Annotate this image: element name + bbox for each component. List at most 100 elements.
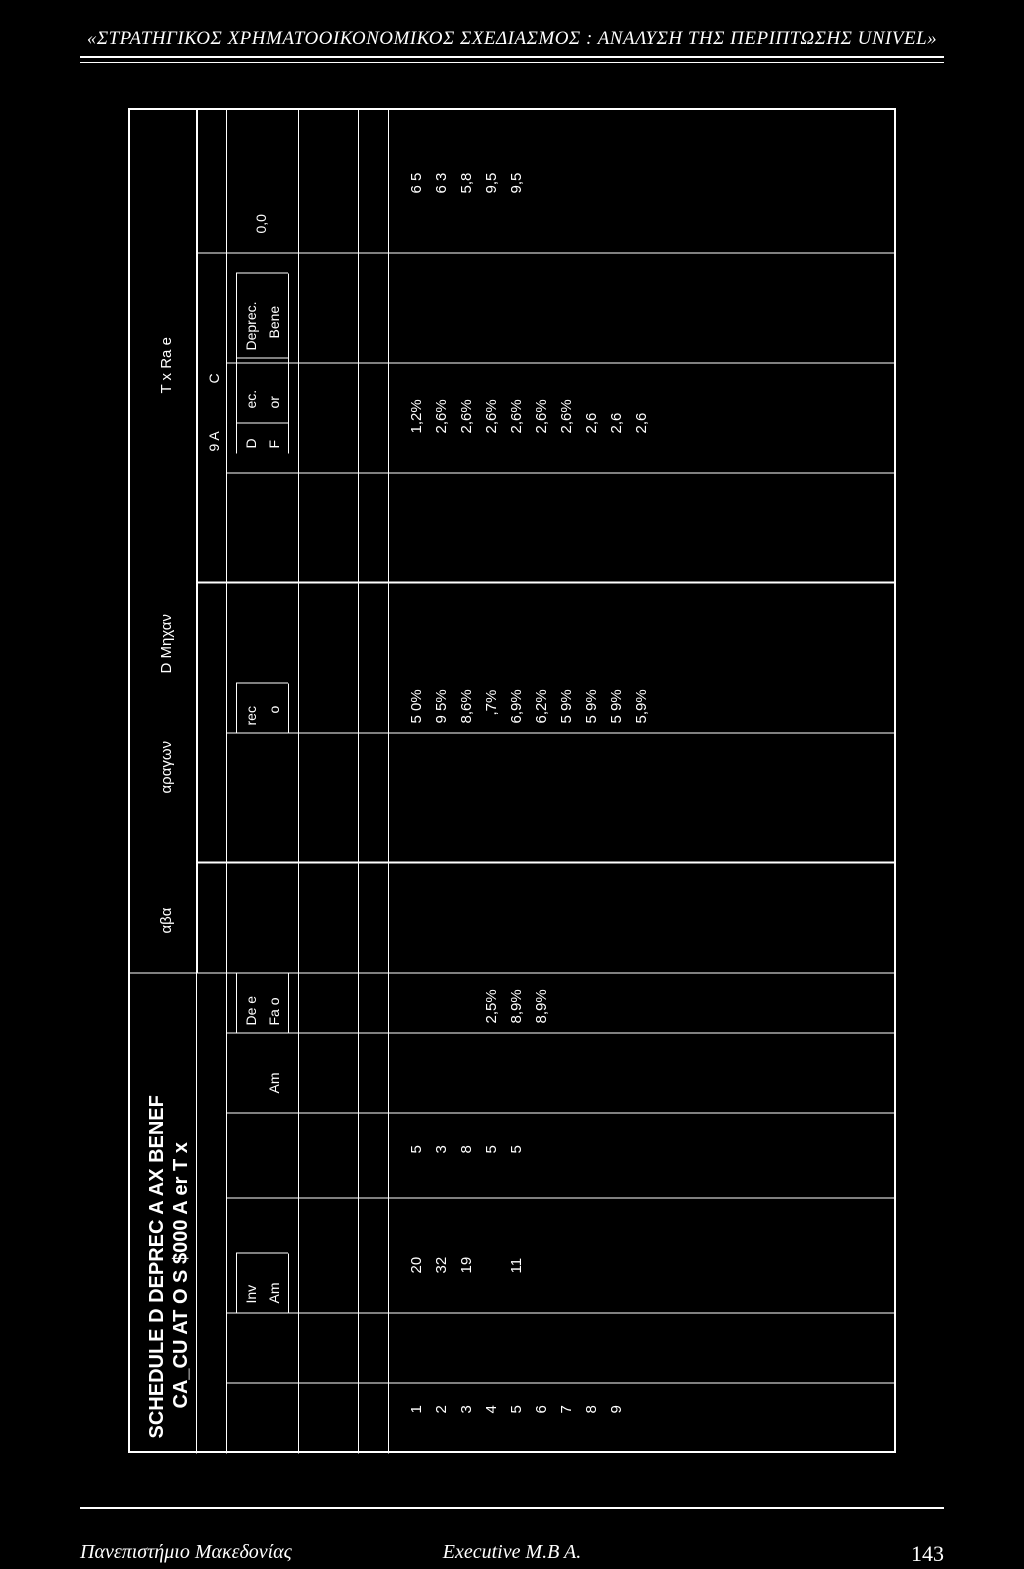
row-n-9: 9 [608,1405,625,1413]
head-f: F [266,439,282,448]
colD-2: 9 5% [433,689,450,723]
row-n-1: 1 [408,1405,425,1413]
table-container: SCHEDULE D DEPREC A AX BENEF CA_CU AT O … [128,108,896,1453]
colC-4: 2,5% [483,989,500,1023]
colE-9: 2,6 [608,412,625,433]
rule-v10 [226,362,896,363]
colD-3: 8,6% [458,689,475,723]
rule-v2 [226,1197,896,1198]
box-inv-t [236,1253,237,1313]
box-rec-b [288,683,289,733]
head-ec: ec. [243,389,259,408]
head-rec: rec [243,706,259,725]
colF-1: 6 5 [408,172,425,193]
colB-4: 5 [483,1145,500,1153]
box-rec-r [236,682,288,683]
colD-1: 5 0% [408,689,425,723]
rule-v0 [226,1382,896,1383]
rule-h3 [298,108,299,1453]
rule-v9 [226,472,896,473]
colA-3: 19 [458,1256,475,1273]
rule-v5 [128,972,896,973]
head-zero: 0,0 [253,214,269,233]
row-n-3: 3 [458,1405,475,1413]
colE-8: 2,6 [583,412,600,433]
rule-h5 [388,108,389,1453]
colD-6: 6,2% [533,689,550,723]
colD-5: 6,9% [508,689,525,723]
head-inv: Inv [243,1284,259,1303]
box-rec-t [236,683,237,733]
head-inv-am: Am [266,1282,282,1303]
label-txrae: T x Ra e [158,337,175,393]
colD-4: ,7% [483,689,500,715]
colB-1: 5 [408,1145,425,1153]
colB-5: 5 [508,1145,525,1153]
head-deprec: Deprec. [243,301,259,350]
head-9a: 9 A [206,431,222,451]
colE-1: 1,2% [408,399,425,433]
schedule-title-1: SCHEDULE D DEPREC A AX BENEF [146,1095,169,1438]
colA-1: 20 [408,1256,425,1273]
box-9a-v1 [236,422,288,423]
head-am: Am [266,1072,282,1093]
colA-2: 32 [433,1256,450,1273]
colE-7: 2,6% [558,399,575,433]
header-rule-1 [80,56,944,58]
box-dee-b [288,973,289,1033]
rule-v11 [196,252,896,253]
box-9a-b [288,273,289,453]
label-aragon: αραγων [158,740,175,793]
colE-2: 2,6% [433,399,450,433]
row-n-4: 4 [483,1405,500,1413]
rule-h4 [358,108,359,1453]
page-header: «ΣΤΡΑΤΗΓΙΚΟΣ ΧΡΗΜΑΤΟΟΙΚΟΝΟΜΙΚΟΣ ΣΧΕΔΙΑΣΜ… [0,28,1024,50]
colE-4: 2,6% [483,399,500,433]
header-rule-2 [80,62,944,63]
colF-4: 9,5 [483,172,500,193]
head-c: C [206,373,222,383]
rule-v6 [196,861,896,863]
head-fao: Fa o [266,997,282,1025]
box-9a-v2 [236,357,288,358]
schedule-title-2: CA_CU AT O S $000 A er T x [170,1142,193,1408]
colB-3: 8 [458,1145,475,1153]
rule-v8 [196,581,896,583]
colD-10: 5,9% [633,689,650,723]
label-aba: αβα [158,907,175,933]
label-dmixan: D Μηχαν [158,614,175,673]
row-n-2: 2 [433,1405,450,1413]
footer-rule [80,1507,944,1509]
colE-5: 2,6% [508,399,525,433]
colB-2: 3 [433,1145,450,1153]
colD-8: 5 9% [583,689,600,723]
row-n-6: 6 [533,1405,550,1413]
colC-6: 8,9% [533,989,550,1023]
colF-3: 5,8 [458,172,475,193]
box-inv-b [288,1253,289,1313]
head-rec-o: o [266,705,282,713]
box-9a-t [236,273,237,453]
colF-5: 9,5 [508,172,525,193]
row-n-8: 8 [583,1405,600,1413]
rule-v4 [226,1032,896,1033]
box-dee-t [236,973,237,1033]
colA-5: 11 [508,1257,525,1273]
colD-7: 5 9% [558,689,575,723]
colE-10: 2,6 [633,412,650,433]
page-number: 143 [911,1541,944,1567]
row-n-5: 5 [508,1405,525,1413]
rule-h1b [196,108,198,973]
colD-9: 5 9% [608,689,625,723]
head-dee: De e [243,995,259,1025]
rule-v7 [226,732,896,733]
colE-6: 2,6% [533,399,550,433]
colE-3: 2,6% [458,399,475,433]
colF-2: 6 3 [433,172,450,193]
box-9a-v3 [236,272,288,273]
head-or: or [266,396,282,408]
footer-left: Πανεπιστήμιο Μακεδονίας [80,1541,292,1564]
row-n-7: 7 [558,1405,575,1413]
head-bene: Bene [266,305,282,338]
rotated-content: SCHEDULE D DEPREC A AX BENEF CA_CU AT O … [128,108,896,1453]
